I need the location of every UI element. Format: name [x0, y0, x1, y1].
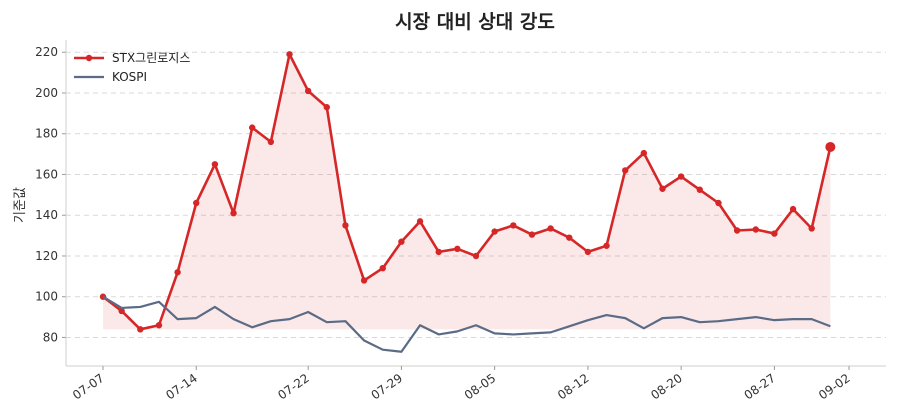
data-point: [510, 222, 517, 229]
y-tick-label: 160: [35, 167, 58, 181]
chart-title: 시장 대비 상대 강도: [395, 11, 555, 33]
legend: STX그린로지스 KOSPI: [74, 51, 190, 84]
data-point: [230, 209, 237, 217]
y-tick-label: 80: [43, 330, 58, 344]
data-point: [174, 269, 181, 276]
data-point: [267, 138, 275, 146]
data-point: [304, 87, 312, 95]
data-point: [360, 277, 368, 284]
data-point: [472, 252, 480, 260]
y-tick-label: 200: [35, 86, 58, 100]
x-tick-label: 07-22: [275, 371, 312, 402]
data-point: [771, 230, 778, 237]
x-tick-label: 07-14: [163, 371, 200, 402]
x-tick-label: 08-05: [462, 371, 499, 402]
data-point: [733, 227, 741, 234]
x-tick-label: 08-12: [555, 371, 592, 402]
y-tick-label: 120: [35, 249, 58, 263]
y-tick-label: 180: [35, 127, 58, 141]
data-point: [286, 51, 293, 58]
data-point: [249, 124, 256, 131]
data-point: [584, 248, 592, 256]
series-line-1: [102, 295, 831, 353]
data-point: [155, 322, 163, 329]
series-fill-0: [103, 54, 831, 330]
data-point: [566, 234, 573, 241]
data-point: [752, 226, 759, 233]
grid-lines: [66, 51, 886, 338]
data-point: [211, 161, 219, 168]
area-fill: [103, 54, 831, 330]
data-point: [416, 218, 424, 225]
series-line-0: [102, 52, 832, 331]
x-tick-label: 07-29: [369, 371, 406, 402]
data-point: [640, 149, 648, 157]
y-tick-label: 140: [35, 208, 58, 222]
data-point: [398, 238, 405, 245]
data-point: [603, 242, 610, 249]
data-point: [435, 248, 442, 256]
data-point: [547, 225, 554, 232]
data-point: [342, 222, 349, 229]
legend-label: STX그린로지스: [112, 51, 190, 65]
data-point: [193, 199, 200, 207]
y-tick-label: 100: [35, 290, 58, 304]
x-tick-label: 08-27: [742, 371, 779, 402]
data-point: [379, 265, 386, 272]
data-point: [659, 185, 666, 192]
data-point: [715, 199, 722, 207]
data-point: [528, 231, 536, 238]
data-point: [323, 104, 330, 111]
x-tick-label: 07-07: [70, 371, 107, 402]
y-tick-label: 220: [35, 45, 58, 59]
axes: 80 100 120 140 160 180 200 220 07-07 07-14 07-22 07…: [35, 40, 886, 402]
data-point: [789, 205, 797, 213]
data-point: [696, 186, 703, 193]
data-point: [677, 173, 685, 180]
data-point: [454, 245, 461, 253]
data-point: [825, 141, 836, 152]
legend-label: KOSPI: [112, 70, 147, 84]
data-point: [491, 228, 498, 235]
series-lines: [99, 51, 836, 353]
data-point: [808, 225, 815, 232]
data-point: [622, 167, 629, 174]
y-axis-label: 기준값: [13, 187, 28, 223]
legend-marker-0: [85, 54, 93, 62]
data-point: [118, 307, 125, 315]
x-tick-label: 08-20: [648, 371, 685, 402]
x-tick-label: 09-02: [816, 371, 853, 402]
data-point: [137, 326, 144, 333]
